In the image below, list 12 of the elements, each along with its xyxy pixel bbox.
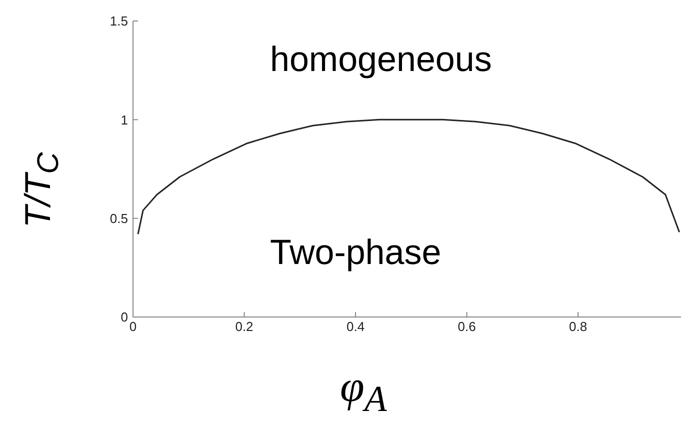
x-tick-label: 0.2 (235, 319, 254, 334)
annotation: Two-phase (270, 233, 442, 273)
x-axis-title: φ$_{A}$ (340, 362, 387, 419)
y-tick-label: 0.5 (110, 210, 128, 226)
y-tick-label: 1 (120, 112, 128, 128)
x-tick-label: 0.8 (569, 319, 588, 334)
y-tick-label: 1.5 (110, 14, 128, 29)
y-tick-label: 0 (120, 310, 128, 325)
annotation: homogeneous (270, 40, 492, 80)
x-tick-label: 0.4 (346, 319, 365, 334)
x-tick-label: 0.6 (458, 319, 476, 334)
line-series (137, 118, 680, 235)
